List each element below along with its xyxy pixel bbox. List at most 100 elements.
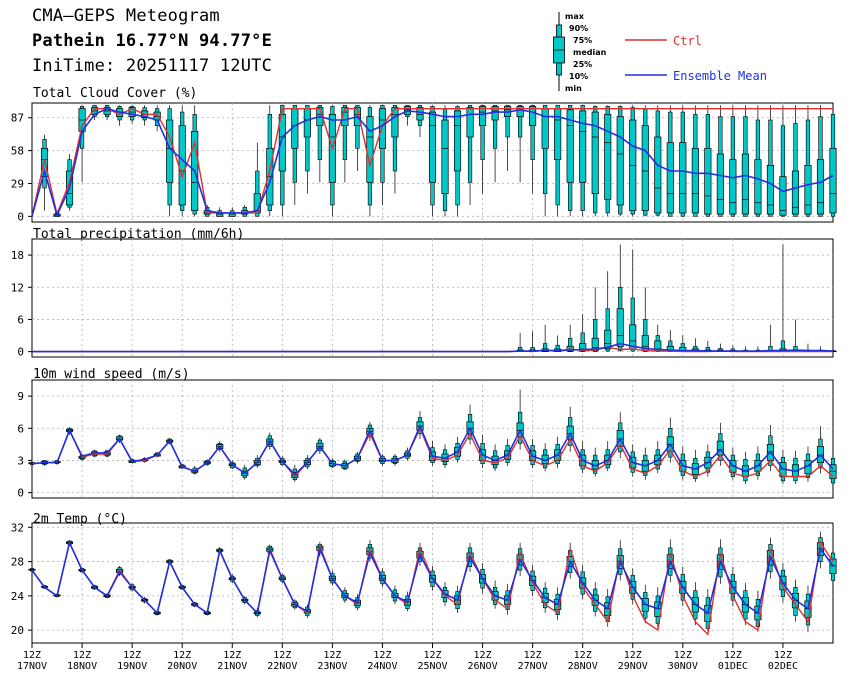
x-tick-hour: 12Z <box>474 650 492 661</box>
box-40 <box>529 104 537 194</box>
box-50 <box>654 324 662 352</box>
box-7 <box>116 105 124 126</box>
p10-p90-box <box>780 125 786 217</box>
box-42 <box>554 335 562 352</box>
iqr-box <box>779 176 787 216</box>
x-tick-date: 21NOV <box>217 661 247 672</box>
iqr-box <box>366 116 374 183</box>
p10-p90-box <box>793 123 798 217</box>
box-35 <box>466 104 474 205</box>
y-tick-label: 6 <box>17 313 24 326</box>
p10-p90-box <box>518 104 523 138</box>
x-tick-date: 18NOV <box>67 661 97 672</box>
panel-title: Total Cloud Cover (%) <box>33 86 197 101</box>
legend: max 90% 75% median 25% 10% min Ctrl Ense… <box>553 12 767 93</box>
box-43 <box>566 104 574 217</box>
box-31 <box>416 104 424 137</box>
ensemble-mean-line <box>31 107 834 218</box>
panel-title: Total precipitation (mm/6h) <box>33 227 244 242</box>
x-tick-date: 20NOV <box>167 661 197 672</box>
x-tick-date: 23NOV <box>317 661 347 672</box>
box-48 <box>629 444 637 477</box>
x-tick-hour: 12Z <box>774 650 792 661</box>
iqr-box <box>691 147 699 214</box>
box-34 <box>453 105 462 217</box>
box-36 <box>479 104 487 194</box>
box-61 <box>791 319 800 352</box>
iqr-box <box>829 147 837 214</box>
box-40 <box>529 439 537 468</box>
x-tick-date: 28NOV <box>568 661 598 672</box>
legend-inner-box-lower <box>556 62 562 76</box>
iqr-box <box>453 110 462 172</box>
box-55 <box>716 105 724 217</box>
box-20 <box>278 104 286 217</box>
legend-mean-label: Ensemble Mean <box>673 69 767 83</box>
iqr-box <box>716 153 724 215</box>
box-41 <box>541 104 549 217</box>
iqr-box <box>378 108 386 149</box>
box-32 <box>428 105 437 217</box>
y-tick-label: 0 <box>17 346 24 359</box>
box-16 <box>228 207 236 217</box>
iqr-box <box>541 108 549 149</box>
x-tick-date: 22NOV <box>267 661 297 672</box>
box-41 <box>541 443 549 472</box>
legend-label-p10: 10% <box>569 72 588 81</box>
x-tick-hour: 12Z <box>223 650 241 661</box>
panel-2: Total precipitation (mm/6h) 0 6 12 18 <box>11 227 837 359</box>
box-48 <box>629 249 637 352</box>
box-59 <box>766 105 774 217</box>
box-6 <box>103 104 111 120</box>
p10-p90-box <box>342 104 347 160</box>
legend-label-max: max <box>565 12 585 21</box>
box-52 <box>679 105 687 217</box>
y-tick-label: 24 <box>11 590 25 603</box>
x-tick-hour: 12Z <box>173 650 191 661</box>
p10-p90-box <box>392 104 398 172</box>
x-tick-hour: 12Z <box>674 650 692 661</box>
box-56 <box>729 105 737 217</box>
box-44 <box>579 314 587 352</box>
y-tick-label: 87 <box>11 112 24 125</box>
iqr-box <box>766 164 774 215</box>
box-49 <box>641 105 649 217</box>
box-39 <box>516 332 524 352</box>
iqr-box <box>441 119 449 195</box>
box-53 <box>691 105 699 217</box>
box-28 <box>378 104 386 205</box>
box-40 <box>529 331 537 352</box>
box-63 <box>816 105 825 217</box>
init-time: IniTime: 20251117 12UTC <box>32 56 273 76</box>
ctrl-line <box>31 107 833 217</box>
box-51 <box>666 105 674 217</box>
iqr-box <box>591 111 599 195</box>
x-tick-hour: 12Z <box>624 650 642 661</box>
x-tick-hour: 12Z <box>724 650 742 661</box>
box-46 <box>604 105 612 217</box>
x-tick-hour: 12Z <box>524 650 542 661</box>
iqr-box <box>616 308 624 347</box>
x-tick-hour: 12Z <box>23 650 41 661</box>
iqr-box <box>579 110 587 183</box>
y-tick-label: 9 <box>17 390 24 403</box>
p10-p90-box <box>492 104 498 149</box>
legend-label-p75: 75% <box>573 36 592 45</box>
x-tick-date: 25NOV <box>417 661 447 672</box>
box-27 <box>366 105 374 217</box>
meteogram-title: CMA—GEPS Meteogram <box>32 6 220 26</box>
station-location: Pathein 16.77°N 94.77°E <box>32 31 273 51</box>
box-45 <box>591 105 599 217</box>
legend-label-min: min <box>565 84 582 93</box>
p10-p90-box <box>568 337 573 352</box>
box-61 <box>791 450 800 485</box>
box-60 <box>779 244 787 352</box>
y-tick-label: 32 <box>11 521 24 534</box>
legend-label-p90: 90% <box>569 24 588 33</box>
box-47 <box>616 412 624 459</box>
panel-4: 2m Temp (°C) 20 24 28 32 <box>11 512 837 644</box>
x-tick-hour: 12Z <box>73 650 91 661</box>
y-tick-label: 28 <box>11 556 24 569</box>
iqr-box <box>791 170 800 215</box>
y-tick-label: 12 <box>11 281 24 294</box>
